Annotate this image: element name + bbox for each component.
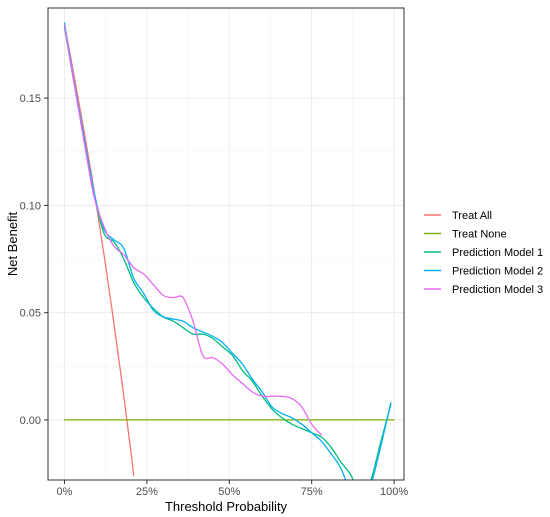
y-axis-ticks: 0.00 0.05 0.10 0.15 [20, 93, 48, 427]
plot-panel [48, 8, 404, 480]
y-tick-label: 0.00 [20, 415, 41, 427]
series-line-prediction-model-3 [63, 24, 323, 436]
y-tick-label: 0.15 [20, 93, 41, 105]
legend-label-prediction-model-1: Prediction Model 1 [452, 247, 543, 259]
series-line-treat-all [63, 24, 135, 477]
x-axis-title: Threshold Probability [165, 499, 288, 514]
x-tick-label: 25% [136, 486, 158, 498]
x-tick-label: 100% [380, 486, 408, 498]
x-tick-label: 0% [57, 486, 73, 498]
legend: Treat All Treat None Prediction Model 1 Pre… [424, 210, 543, 296]
x-axis-ticks: 0% 25% 50% 75% 100% [57, 480, 408, 498]
legend-label-prediction-model-3: Prediction Model 3 [452, 284, 543, 296]
legend-label-treat-none: Treat None [452, 229, 507, 241]
y-tick-label: 0.05 [20, 308, 41, 320]
plot-border [47, 7, 405, 481]
series-layer [63, 22, 395, 480]
legend-label-prediction-model-2: Prediction Model 2 [452, 266, 543, 278]
y-tick-label: 0.10 [20, 200, 41, 212]
minor-gridlines [48, 8, 404, 480]
legend-label-treat-all: Treat All [452, 210, 492, 222]
x-tick-label: 75% [301, 486, 323, 498]
series-line-prediction-model-2 [63, 22, 392, 480]
series-line-prediction-model-1 [63, 26, 392, 480]
x-tick-label: 50% [218, 486, 240, 498]
y-axis-title: Net Benefit [5, 211, 20, 276]
